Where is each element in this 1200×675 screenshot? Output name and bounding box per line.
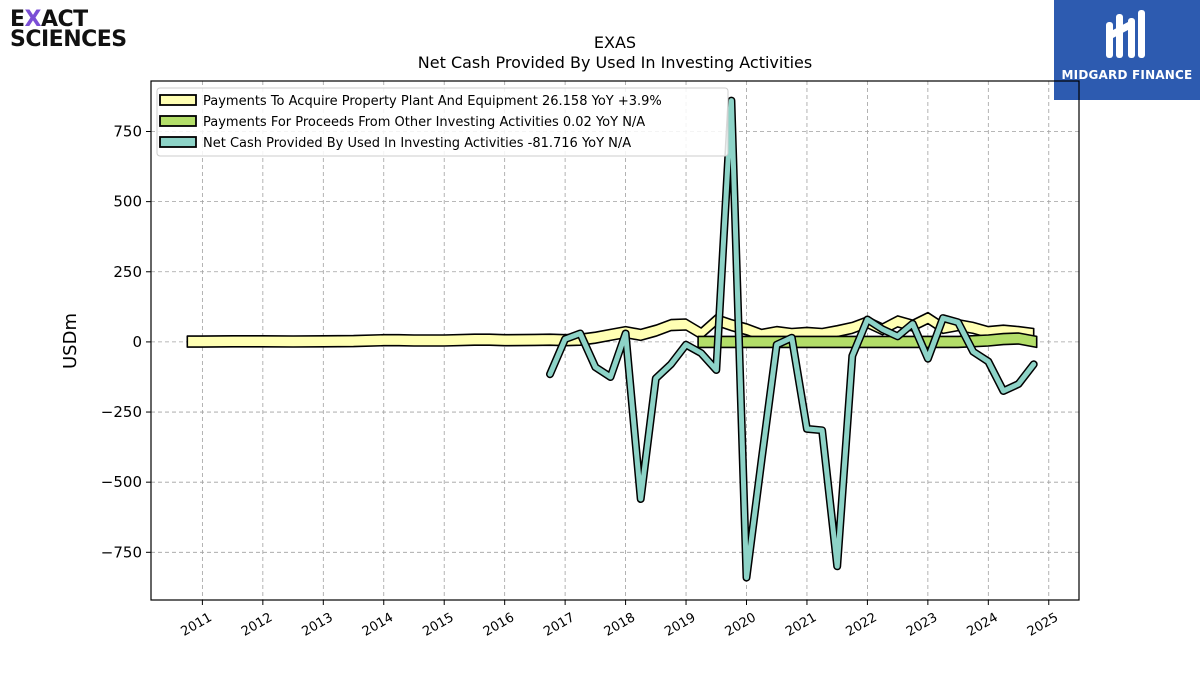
midgard-brand-text: MIDGARD FINANCE	[1061, 68, 1193, 82]
y-tick-label: −250	[101, 403, 142, 421]
legend-label-1: Payments For Proceeds From Other Investi…	[203, 115, 645, 130]
y-tick-label: 500	[113, 193, 142, 211]
y-axis-label: USDm	[60, 313, 81, 369]
legend-label-2: Net Cash Provided By Used In Investing A…	[203, 136, 631, 151]
legend-swatch-2	[159, 136, 197, 148]
x-tick-label: 2019	[662, 610, 698, 640]
x-tick-label: 2022	[844, 610, 880, 640]
midgard-emblem-icon	[1106, 10, 1145, 58]
x-tick-label: 2024	[964, 610, 1000, 640]
exact-sciences-logo: EXACT SCIENCES	[10, 7, 127, 52]
y-tick-label: 750	[113, 122, 142, 140]
y-tick-label: −500	[101, 473, 142, 491]
y-axis: −750 −500 −250 0 250 500 750	[101, 122, 151, 561]
y-tick-label: −750	[101, 543, 142, 561]
x-tick-label: 2015	[420, 610, 456, 640]
chart-subtitle: Net Cash Provided By Used In Investing A…	[418, 53, 812, 72]
y-tick-label: 250	[113, 263, 142, 281]
legend-label-0: Payments To Acquire Property Plant And E…	[203, 94, 662, 109]
x-tick-label: 2013	[299, 610, 335, 640]
x-tick-label: 2020	[723, 610, 759, 640]
x-tick-label: 2018	[602, 610, 638, 640]
chart-title: EXAS	[594, 33, 636, 52]
midgard-finance-logo: MIDGARD FINANCE	[1054, 0, 1200, 100]
x-tick-label: 2012	[239, 610, 275, 640]
legend-box	[156, 87, 729, 157]
x-tick-label: 2021	[783, 610, 819, 640]
x-tick-label: 2014	[360, 610, 396, 640]
x-tick-label: 2025	[1025, 610, 1061, 640]
x-tick-label: 2017	[541, 610, 577, 640]
legend: Payments To Acquire Property Plant And E…	[156, 87, 729, 157]
y-tick-label: 0	[132, 333, 142, 351]
x-tick-label: 2011	[179, 610, 215, 640]
x-axis: 2011 2012 2013 2014 2015 2016 2017 2018 2019 2020…	[179, 600, 1061, 640]
x-tick-label: 2023	[904, 610, 940, 640]
x-tick-label: 2016	[481, 610, 517, 640]
plot-frame	[150, 80, 1080, 601]
series-2-line	[547, 98, 1037, 581]
series-layer	[186, 96, 1038, 582]
legend-swatch-1	[159, 115, 197, 127]
legend-swatch-0	[159, 94, 197, 106]
